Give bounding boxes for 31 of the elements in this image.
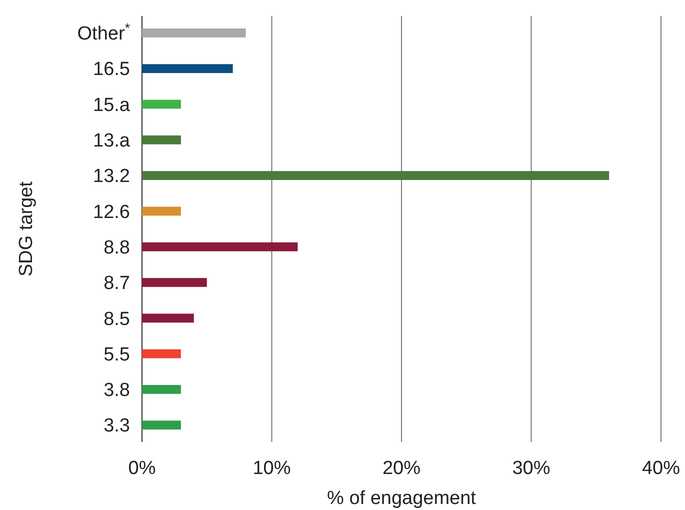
bar — [142, 420, 181, 430]
bar — [142, 206, 181, 216]
x-tick-label: 20% — [382, 458, 421, 479]
y-axis-title: SDG target — [16, 180, 37, 277]
bar — [142, 349, 181, 358]
y-tick-label: 8.8 — [104, 237, 130, 258]
bar — [142, 171, 610, 180]
y-tick-label: 15.a — [93, 94, 130, 116]
y-tick-label: 5.5 — [104, 344, 130, 366]
bar — [142, 314, 194, 323]
bar — [142, 28, 246, 38]
bar — [142, 384, 181, 394]
x-axis-title: % of engagement — [327, 488, 477, 509]
x-tick-label: 10% — [252, 458, 291, 479]
bar — [142, 278, 207, 287]
y-tick-label: 3.3 — [104, 416, 130, 437]
y-tick-label: 13.2 — [93, 166, 130, 188]
y-tick-label: 16.5 — [93, 59, 130, 80]
x-tick-label: 30% — [512, 458, 550, 479]
bar — [142, 135, 181, 144]
bar — [142, 64, 233, 74]
y-tick-label: Other$^{*}$ — [77, 20, 130, 45]
x-tick-label: 0% — [128, 458, 156, 479]
bar — [142, 100, 181, 109]
y-tick-label: 8.5 — [104, 308, 130, 330]
y-tick-label: 8.7 — [104, 273, 130, 294]
y-tick-label: 13.a — [93, 130, 130, 152]
bar — [142, 242, 298, 252]
x-tick-label: 40% — [642, 458, 680, 479]
y-tick-label: 12.6 — [93, 202, 130, 223]
y-tick-label: 3.8 — [104, 380, 130, 402]
